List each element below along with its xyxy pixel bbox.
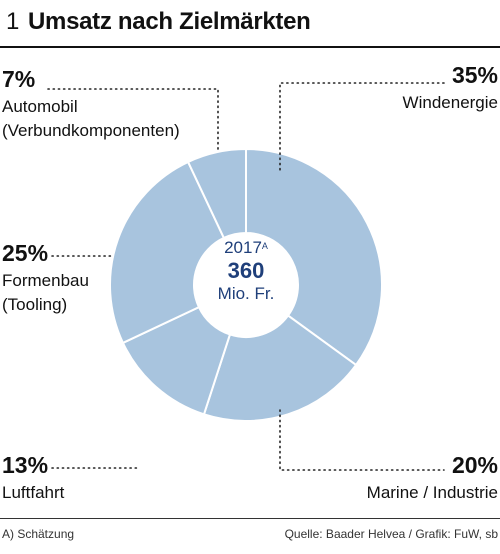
slice-formenbau-tooling	[109, 160, 226, 345]
windenergie-label: Windenergie	[402, 93, 498, 112]
marine-label: Marine / Industrie	[366, 483, 498, 502]
leader-automobil	[47, 88, 219, 151]
automobil-percent: 7%	[2, 66, 36, 92]
luftfahrt-label: Luftfahrt	[2, 483, 65, 502]
source-credit: Quelle: Baader Helvea / Grafik: FuW, sb	[284, 527, 498, 541]
slice-marine-industrie	[202, 314, 358, 422]
center-year: 2017A	[224, 238, 268, 257]
formenbau-sublabel: (Tooling)	[2, 295, 68, 314]
automobil-label: Automobil	[2, 97, 78, 116]
windenergie-percent: 35%	[451, 62, 498, 88]
slice-windenergie	[245, 147, 383, 367]
chart-number: 1	[6, 8, 20, 35]
formenbau-percent: 25%	[2, 240, 49, 266]
chart-header: 1 Umsatz nach Zielmärkten	[0, 0, 500, 48]
center-value: 360	[227, 258, 265, 283]
luftfahrt-percent: 13%	[2, 452, 49, 478]
center-unit: Mio. Fr.	[217, 284, 275, 303]
automobil-sublabel: (Verbundkomponenten)	[2, 121, 180, 140]
marine-percent: 20%	[451, 452, 498, 478]
slice-automobil-verbundkomponenten	[186, 147, 247, 240]
formenbau-label: Formenbau	[2, 271, 89, 290]
chart-title: Umsatz nach Zielmärkten	[28, 8, 311, 35]
footnote: A) Schätzung	[2, 527, 75, 541]
chart-footer: A) Schätzung Quelle: Baader Helvea / Gra…	[0, 518, 500, 541]
leader-marine	[279, 409, 445, 471]
donut-center: 2017A 360 Mio. Fr.	[196, 238, 296, 304]
